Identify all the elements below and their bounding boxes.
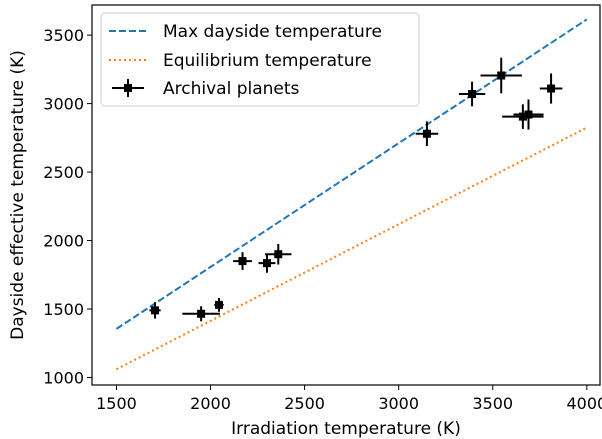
legend-label-archival: Archival planets — [163, 79, 300, 99]
point-marker — [524, 110, 533, 119]
legend-label-equilibrium: Equilibrium temperature — [163, 51, 372, 71]
point-marker — [468, 90, 477, 99]
point-marker — [422, 129, 431, 138]
y-tick-label: 3000 — [43, 95, 84, 114]
x-tick-label: 3000 — [378, 394, 419, 413]
y-tick-label: 1500 — [43, 300, 84, 319]
point-marker — [238, 257, 247, 266]
x-tick-label: 3500 — [472, 394, 513, 413]
point-marker — [518, 112, 527, 121]
plot-area — [115, 18, 588, 371]
series-line-0 — [115, 18, 588, 330]
y-tick-label: 2500 — [43, 163, 84, 182]
y-axis-label: Dayside effective temperature (K) — [8, 50, 28, 340]
point-marker — [274, 250, 283, 259]
data-point-4 — [258, 253, 276, 273]
series-line-1 — [116, 126, 588, 371]
data-point-3 — [233, 252, 252, 270]
x-tick-label: 4000 — [566, 394, 602, 413]
point-marker — [197, 309, 206, 318]
data-point-5 — [265, 243, 292, 265]
legend-label-max-dayside: Max dayside temperature — [163, 22, 382, 42]
y-tick-label: 3500 — [43, 26, 84, 45]
legend-frame — [100, 12, 420, 107]
x-tick-label: 2500 — [284, 394, 325, 413]
point-marker — [151, 306, 160, 315]
point-marker — [497, 71, 506, 80]
data-point-0 — [149, 302, 161, 319]
data-point-1 — [182, 306, 220, 322]
point-marker — [262, 259, 271, 268]
point-marker — [215, 300, 223, 309]
x-tick-label: 1500 — [96, 394, 137, 413]
axis-ticks: 1500 2000 2500 3000 3500 4000 1000 1500 2000 2500… — [43, 26, 602, 413]
x-axis-label: Irradiation temperature (K) — [231, 419, 461, 439]
legend-marker-archival — [112, 79, 144, 97]
x-tick-label: 2000 — [190, 394, 231, 413]
axes-frame — [91, 4, 601, 386]
data-point-2 — [214, 298, 224, 312]
data-point-11 — [539, 73, 563, 104]
y-tick-label: 1000 — [43, 368, 84, 387]
data-point-9 — [502, 104, 544, 129]
data-point-7 — [458, 81, 486, 107]
data-point-6 — [415, 121, 439, 147]
legend: Max dayside temperature Equilibrium temp… — [100, 12, 420, 107]
point-marker — [547, 84, 556, 93]
y-tick-label: 2000 — [43, 232, 84, 251]
data-point-8 — [480, 57, 522, 94]
data-point-10 — [513, 99, 544, 130]
